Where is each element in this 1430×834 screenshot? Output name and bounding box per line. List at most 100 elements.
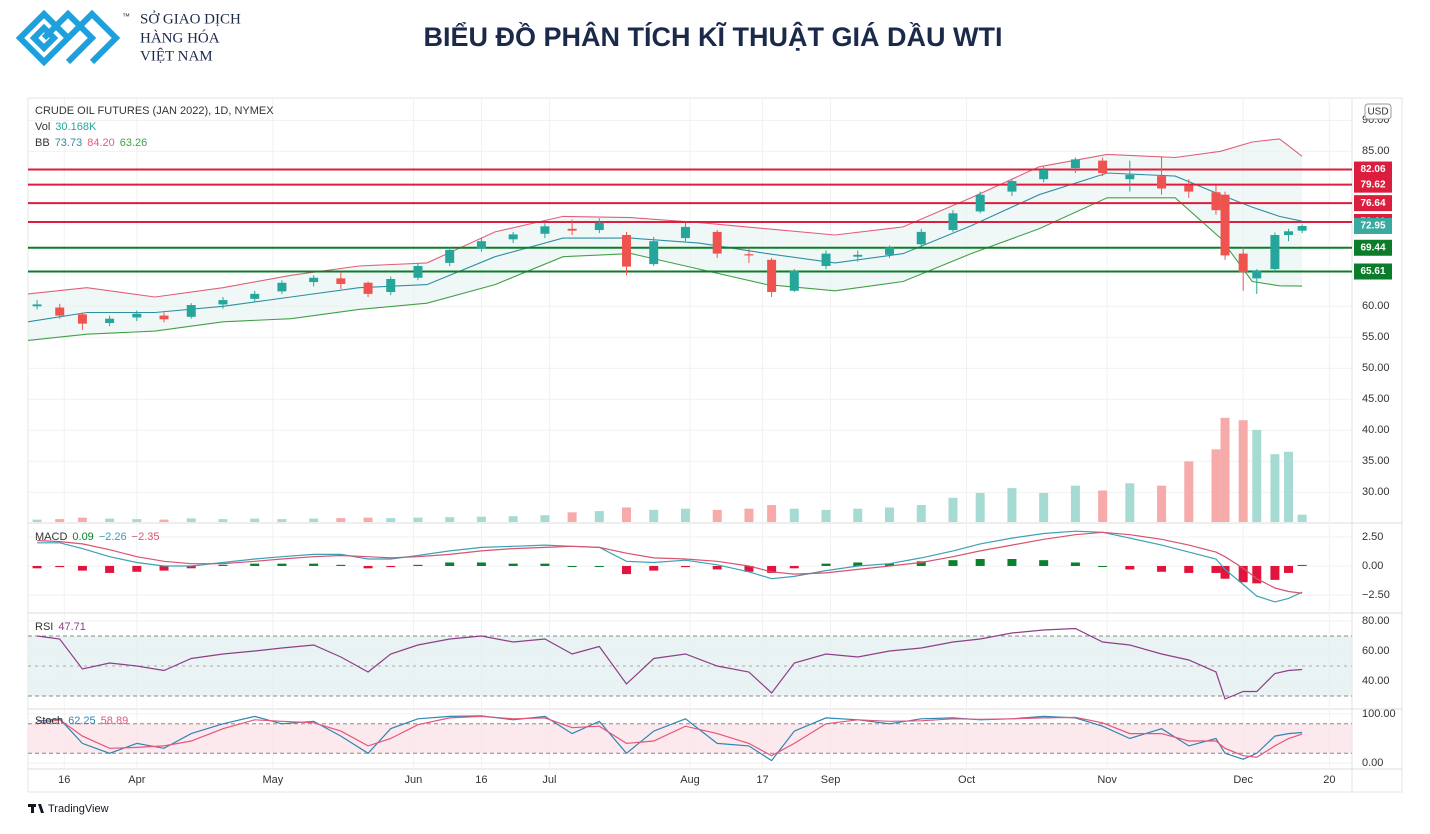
histogram-bar [105,565,115,573]
candle-body [1211,192,1221,211]
volume-bar [218,519,228,522]
legend-value: −2.26 [99,531,127,543]
histogram-bar [1070,562,1080,566]
x-tick-label: May [262,774,283,786]
level-tag [1354,161,1392,178]
histogram-bar [159,565,169,571]
candle-body [1125,174,1135,180]
histogram-bar [1184,565,1194,573]
candle-body [916,231,926,245]
x-tick-label: 20 [1323,774,1335,786]
legend-value: 47.71 [58,621,86,633]
histogram-bar [309,563,319,566]
histogram-bar [1220,565,1230,579]
candle-body [32,304,42,307]
histogram-bar [975,559,985,566]
candle-body [649,241,659,265]
volume-bar [789,508,799,522]
volume-bar [1220,417,1230,522]
histogram-bar [1125,565,1135,570]
candle-body [1007,181,1017,192]
y-tick-label: 80.00 [1362,615,1390,627]
histogram-bar [680,565,690,568]
candle-body [309,277,319,283]
histogram-bar [1039,560,1049,566]
histogram-bar [445,562,455,566]
volume-bar [250,518,260,522]
histogram-bar [821,563,831,566]
indicator-line [37,715,1303,762]
y-tick-label: 45.00 [1362,393,1390,405]
volume-bar [1039,492,1049,522]
volume-bar [363,517,373,522]
level-label: 82.06 [1360,164,1385,175]
volume-bar [540,515,550,522]
candle-body [250,293,260,299]
candle-body [218,300,228,305]
symbol-title: CRUDE OIL FUTURES (JAN 2022), 1D, NYMEX [35,105,274,117]
histogram-bar [55,565,65,568]
candle-body [744,254,754,256]
x-tick-label: Sep [821,774,841,786]
candle-body [622,234,632,267]
x-tick-label: Dec [1233,774,1253,786]
candle-body [594,222,604,231]
candle-body [277,282,287,292]
histogram-bar [186,565,196,569]
x-tick-label: Jul [542,774,556,786]
histogram-bar [916,561,926,566]
legend-name: BB [35,137,50,149]
candle-body [712,231,722,254]
y-tick-label: 85.00 [1362,145,1390,157]
page-title: BIỂU ĐỒ PHÂN TÍCH KĨ THUẬT GIÁ DẦU WTI [424,21,1003,52]
legend-value: 0.09 [72,531,93,543]
level-label: 65.61 [1360,266,1385,277]
volume-bar [1252,429,1262,522]
candle-body [975,194,985,212]
y-tick-label: 40.00 [1362,675,1390,687]
candle-body [885,247,895,255]
last-price-tag [1354,218,1392,235]
volume-bar [885,507,895,522]
legend-value: 58.89 [101,715,129,727]
volume-bar [821,509,831,522]
level-tag [1354,239,1392,256]
footer-brand: TradingView [48,803,109,815]
histogram-bar [948,560,958,566]
band-line [27,197,1303,341]
labels: 16 Apr May Jun 16 Jul Aug 17 Sep Oct Nov Dec 2090.00… [58,114,1396,786]
legend-name: Vol [35,121,50,133]
y-tick-label: 50.00 [1362,362,1390,374]
histogram-bar [218,564,228,566]
volume-bar [32,519,42,522]
logo-mark [15,9,121,67]
level-label: 79.62 [1360,179,1385,190]
currency: USD [1367,107,1388,118]
x-tick-label: 16 [475,774,487,786]
candle-body [1220,194,1230,256]
x-tick-label: 16 [58,774,70,786]
indicator-line [36,715,1303,758]
y-tick-label: 55.00 [1362,331,1390,343]
volume-bar [567,512,577,522]
candle-body [1252,270,1262,279]
x-tick-label: Jun [405,774,423,786]
candle-body [336,278,346,284]
level-label: 69.44 [1360,242,1385,253]
candle-body [186,305,196,317]
histogram-bar [540,563,550,566]
x-tick-label: Nov [1097,774,1117,786]
volume-bar [132,519,142,522]
legend-value: 62.25 [68,715,96,727]
macd-legend: MACD 0.09 −2.26 −2.35 [35,531,160,543]
candle-body [821,253,831,266]
histogram-bar [132,565,142,572]
volume-bar [649,509,659,522]
candle-body [132,313,142,318]
candle-body [445,249,455,263]
histogram-bar [508,563,518,566]
histogram-bar [649,565,659,571]
stoch-legend: Stoch 62.25 58.89 [35,715,128,727]
volume-bar [975,492,985,522]
histogram-bar [363,565,373,569]
